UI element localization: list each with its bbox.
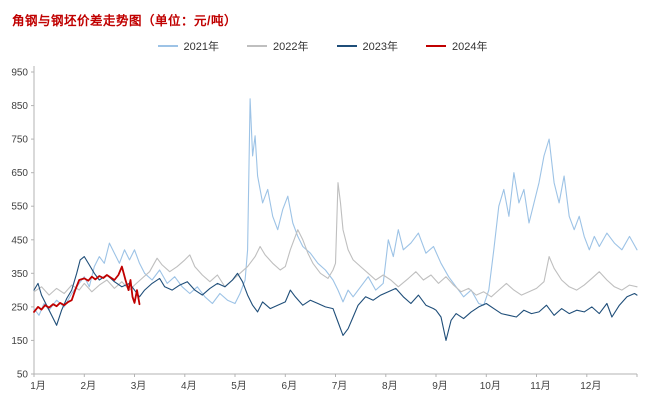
svg-text:6月: 6月 <box>282 380 298 392</box>
legend-label-2022: 2022年 <box>273 41 309 53</box>
legend-item-2022: 2022年 <box>247 38 309 54</box>
legend-label-2024: 2024年 <box>451 41 488 53</box>
legend-item-2021: 2021年 <box>157 38 220 54</box>
svg-text:250: 250 <box>11 302 28 313</box>
legend-swatch-2024 <box>425 45 446 47</box>
svg-text:11月: 11月 <box>530 380 550 392</box>
legend: 2021年 2022年 2023年 2024年 <box>0 38 645 54</box>
line-chart: 50 150 250 350 450 550 650 750 850 950 1月 2月 3月 4月 5月 6… <box>11 66 638 392</box>
svg-text:3月: 3月 <box>131 380 147 392</box>
svg-text:850: 850 <box>11 101 28 112</box>
legend-swatch-2022 <box>247 45 268 47</box>
legend-swatch-2023 <box>336 45 357 47</box>
series-line-2021年 <box>33 98 638 316</box>
svg-text:8月: 8月 <box>382 380 398 392</box>
svg-text:550: 550 <box>11 202 28 213</box>
svg-text:1月: 1月 <box>30 380 46 392</box>
legend-label-2023: 2023年 <box>362 41 398 53</box>
legend-label-2021: 2021年 <box>183 41 220 53</box>
svg-text:4月: 4月 <box>181 380 197 392</box>
svg-text:7月: 7月 <box>332 380 348 392</box>
legend-swatch-2021 <box>157 45 178 47</box>
svg-text:10月: 10月 <box>480 380 501 392</box>
svg-text:350: 350 <box>11 269 28 280</box>
svg-text:2月: 2月 <box>81 380 97 392</box>
svg-text:950: 950 <box>11 68 28 79</box>
svg-text:5月: 5月 <box>231 380 247 392</box>
plot-area: 50 150 250 350 450 550 650 750 850 950 1月 2月 3月 4月 5月 6… <box>0 58 645 411</box>
svg-text:150: 150 <box>11 336 28 347</box>
series-line-2024年 <box>33 265 141 313</box>
legend-item-2023: 2023年 <box>336 38 398 54</box>
svg-text:12月: 12月 <box>580 380 601 392</box>
series-line-2022年 <box>33 182 638 298</box>
series-line-2023年 <box>33 256 638 341</box>
svg-text:50: 50 <box>17 370 29 381</box>
svg-text:750: 750 <box>11 135 28 146</box>
chart-title: 角钢与钢坯价差走势图（单位：元/吨） <box>12 14 237 28</box>
svg-text:450: 450 <box>11 235 28 246</box>
legend-item-2024: 2024年 <box>425 38 488 54</box>
svg-text:9月: 9月 <box>432 380 448 392</box>
svg-text:650: 650 <box>11 168 28 179</box>
